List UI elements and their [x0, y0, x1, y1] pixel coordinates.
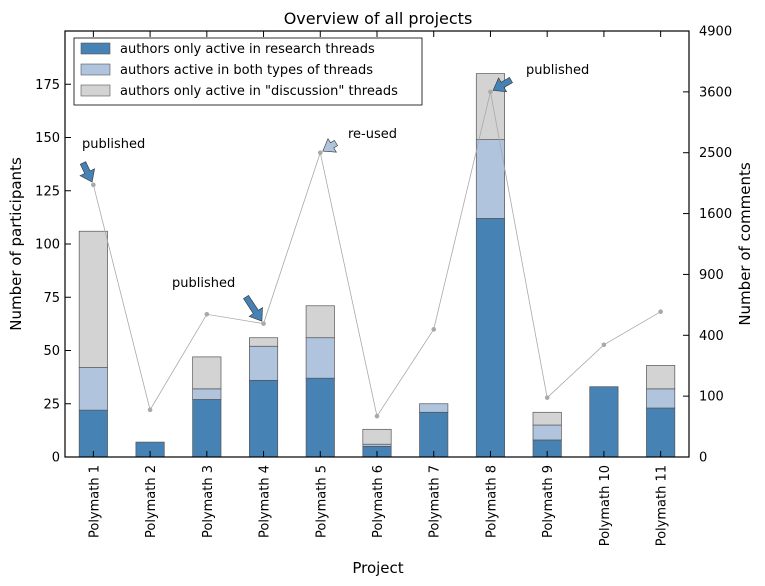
annotation-label-4: published [526, 63, 589, 78]
y2-tick-label-3600: 3600 [699, 85, 732, 100]
x-tick-label-10: Polymath 10 [598, 465, 613, 546]
comments-line [91, 89, 663, 419]
bar-11-series-2 [646, 388, 676, 409]
x-tick-label-5: Polymath 5 [314, 465, 329, 538]
bar-9-series-3 [532, 411, 562, 426]
annotation-arrow-3 [322, 137, 339, 153]
bar-10-series-1 [589, 386, 619, 458]
bar-5-series-3 [305, 305, 335, 339]
bar-4-series-3 [249, 337, 279, 347]
comments-point-8 [488, 89, 493, 95]
bar-5-series-2 [305, 337, 335, 379]
legend-box [73, 37, 423, 106]
y-tick-label-125: 125 [35, 184, 60, 199]
y2-tick-label-400: 400 [699, 329, 724, 344]
y-axis-label: Number of participants [7, 157, 25, 331]
x-axis-ticks: Polymath 1 Polymath 2 Polymath 3 Polymath 4… [87, 31, 670, 546]
bar-1-series-1 [78, 409, 108, 458]
x-tick-label-8: Polymath 8 [484, 465, 499, 538]
bar-11-series-1 [646, 407, 676, 458]
y2-tick-label-1600: 1600 [699, 207, 732, 222]
y2-axis-label: Number of comments [736, 162, 754, 326]
bar-1-series-2 [78, 367, 108, 411]
y-axis-ticks: 0 25 50 75 100 125 150 175 [35, 78, 71, 466]
bar-11-series-3 [646, 365, 676, 390]
y2-tick-label-900: 900 [699, 268, 724, 283]
x-tick-label-6: Polymath 6 [371, 465, 386, 538]
bar-3-series-3 [192, 356, 222, 390]
legend-swatch-research [80, 42, 111, 55]
bar-4-series-1 [249, 379, 279, 458]
bar-9-series-2 [532, 424, 562, 441]
legend-label-both: authors active in both types of threads [120, 63, 373, 78]
y2-axis-ticks: 0 100 400 900 1600 2500 3600 4900 [683, 25, 732, 466]
bar-8-series-1 [475, 218, 505, 458]
x-axis-label: Project [352, 559, 403, 577]
annotation-label-2: published [172, 276, 235, 291]
y-tick-label-175: 175 [35, 78, 60, 93]
bar-7-series-1 [419, 411, 449, 458]
legend-label-discussion: authors only active in "discussion" thre… [120, 84, 398, 99]
y-tick-label-25: 25 [43, 397, 60, 412]
y-tick-label-100: 100 [35, 238, 60, 253]
comments-point-6 [374, 413, 380, 419]
y2-tick-label-100: 100 [699, 390, 724, 405]
comments-point-5 [317, 150, 323, 156]
annotations: published published re-used published [79, 63, 589, 322]
comments-point-11 [658, 309, 663, 315]
comments-point-9 [544, 395, 550, 400]
annotation-label-3: re-used [348, 127, 397, 142]
bar-3-series-2 [192, 388, 222, 400]
x-tick-label-3: Polymath 3 [201, 465, 216, 538]
annotation-arrow-2 [243, 294, 263, 322]
x-tick-label-11: Polymath 11 [655, 465, 670, 546]
x-tick-label-4: Polymath 4 [258, 465, 273, 538]
comments-point-1 [91, 182, 96, 188]
annotation-label-1: published [82, 137, 145, 152]
bar-5-series-1 [305, 377, 335, 458]
bar-4-series-2 [249, 345, 279, 381]
legend: authors only active in research threads … [73, 37, 423, 106]
bar-3-series-1 [192, 399, 222, 458]
bar-group [78, 73, 676, 458]
y-tick-label-75: 75 [43, 291, 60, 306]
y2-tick-label-0: 0 [699, 451, 707, 466]
bar-7-series-2 [419, 403, 449, 413]
annotation-arrow-4 [492, 76, 513, 93]
bar-1-series-3 [78, 230, 108, 368]
legend-swatch-discussion [80, 84, 111, 97]
legend-swatch-both [80, 63, 111, 76]
x-tick-label-2: Polymath 2 [144, 465, 159, 538]
comments-point-10 [601, 342, 607, 348]
comments-point-4 [261, 321, 266, 326]
annotation-arrow-1 [79, 161, 96, 183]
bar-6-series-3 [362, 428, 392, 445]
legend-label-research: authors only active in research threads [120, 42, 375, 57]
y-tick-label-150: 150 [35, 131, 60, 146]
x-tick-label-9: Polymath 9 [541, 465, 556, 538]
y2-tick-label-2500: 2500 [699, 146, 732, 161]
y-tick-label-50: 50 [43, 344, 60, 359]
y-tick-label-0: 0 [52, 451, 60, 466]
x-tick-label-1: Polymath 1 [87, 465, 102, 538]
comments-point-2 [147, 407, 153, 413]
x-tick-label-7: Polymath 7 [428, 465, 443, 538]
comments-point-7 [431, 327, 437, 332]
y2-tick-label-4900: 4900 [699, 25, 732, 40]
chart-title: Overview of all projects [284, 9, 473, 28]
bar-8-series-2 [475, 139, 505, 219]
comments-point-3 [204, 311, 210, 317]
